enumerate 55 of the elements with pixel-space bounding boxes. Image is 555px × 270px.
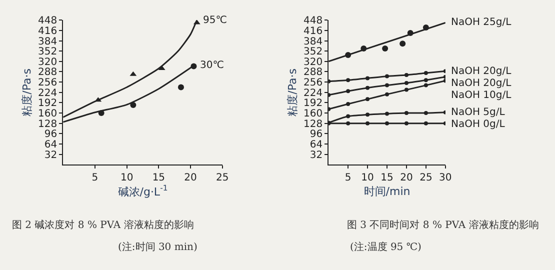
y-axis-title: 粘度/Pa·s (20, 68, 34, 116)
series-label: NaOH 20g/L (451, 66, 512, 77)
series-label: 30℃ (200, 60, 224, 71)
text: (注:时间 30 min) (118, 241, 198, 253)
series-label: 95℃ (203, 15, 227, 26)
y-tick-label: 192 (304, 98, 323, 110)
y-tick-label: 128 (38, 118, 58, 130)
x-tick-label: 20 (400, 172, 413, 184)
y-tick-label: 224 (304, 88, 323, 99)
series-label: NaOH 10g/L (451, 90, 512, 101)
x-tick-label: 30 (439, 172, 452, 184)
x-axis-title: 碱浓/g·L$^{-1}$ (118, 184, 168, 198)
y-tick-label: 64 (310, 140, 323, 151)
x-tick-label: 25 (420, 172, 432, 184)
y-tick-label: 384 (304, 36, 323, 48)
series-label: NaOH 20g/L (451, 78, 512, 89)
x-tick-label: 10 (120, 172, 134, 184)
y-tick-label: 96 (44, 129, 58, 140)
x-tick-label: 15 (152, 172, 166, 184)
y-tick-label: 32 (310, 150, 323, 161)
y-tick-label: 160 (38, 108, 58, 120)
text: (注:温度 95 ℃) (350, 241, 422, 253)
y-tick-label: 448 (38, 16, 58, 27)
y-tick-label: 384 (38, 36, 58, 48)
y-axis-title: 粘度/Pa·s (286, 68, 300, 116)
y-tick-label: 320 (304, 56, 323, 68)
y-tick-label: 224 (38, 88, 58, 99)
y-tick-label: 448 (304, 16, 323, 27)
y-tick-label: 32 (44, 150, 58, 161)
x-tick-label: 20 (184, 172, 197, 184)
series-label: NaOH 0g/L (451, 119, 506, 130)
y-tick-label: 416 (38, 26, 58, 37)
x-tick-label: 5 (92, 172, 98, 184)
y-tick-label: 160 (304, 108, 323, 120)
text: 图 3 不同时间对 8 % PVA 溶液粘度的影响 (347, 219, 539, 231)
y-tick-label: 416 (304, 26, 323, 37)
y-tick-label: 288 (38, 67, 58, 78)
x-tick-label: 25 (216, 172, 229, 184)
series-label: NaOH 25g/L (451, 17, 512, 28)
y-tick-label: 96 (310, 129, 323, 140)
y-tick-label: 192 (38, 98, 58, 110)
y-tick-label: 64 (44, 140, 58, 151)
x-tick-label: 15 (380, 172, 394, 184)
x-axis-title: 时间/min (364, 184, 410, 198)
text: 图 2 碱浓度对 8 % PVA 溶液粘度的影响 (12, 219, 194, 231)
x-tick-label: 10 (361, 172, 374, 184)
y-tick-label: 352 (304, 46, 323, 58)
y-tick-label: 128 (304, 118, 323, 130)
series-label: NaOH 5g/L (451, 107, 506, 118)
y-tick-label: 352 (38, 46, 58, 58)
y-tick-label: 320 (38, 56, 58, 68)
y-tick-label: 256 (304, 78, 323, 89)
y-tick-label: 256 (38, 78, 58, 89)
x-tick-label: 5 (344, 172, 352, 184)
y-tick-label: 288 (304, 67, 323, 78)
